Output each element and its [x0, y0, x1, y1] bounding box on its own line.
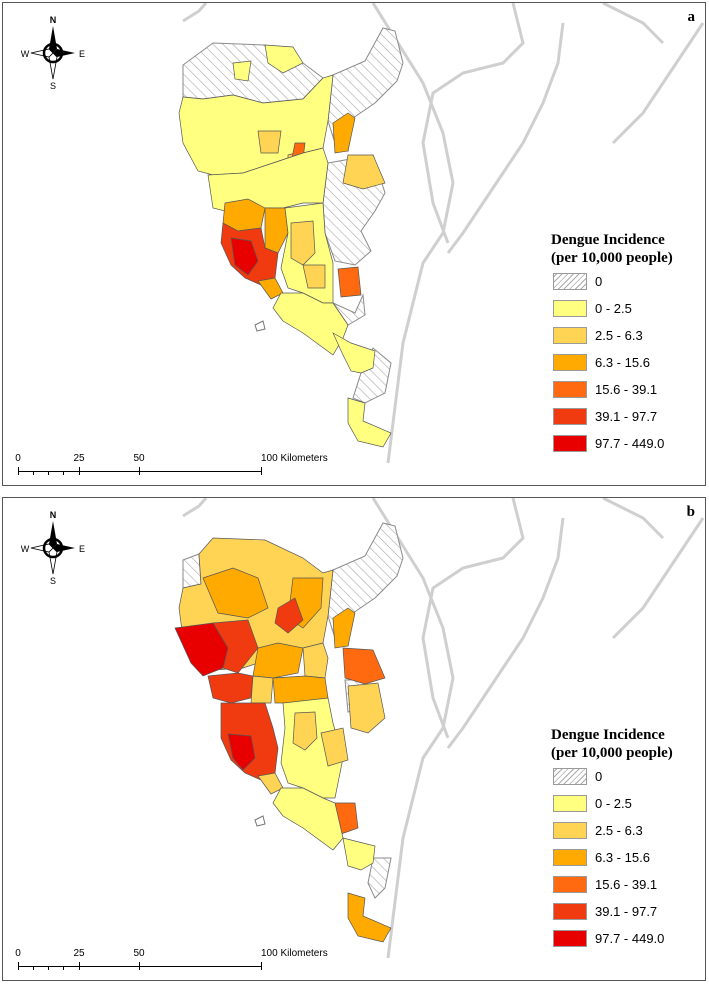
- scale-bar: 0 25 50 100 Kilometers: [13, 948, 343, 978]
- legend-swatch-hatch: [553, 768, 587, 785]
- legend-title-line2: (per 10,000 people): [551, 250, 673, 266]
- compass-n: N: [50, 15, 57, 25]
- zero-region-s: [367, 857, 392, 899]
- legend-swatch: [553, 354, 587, 371]
- compass-s: S: [50, 576, 56, 586]
- zero-region-w: [182, 553, 202, 589]
- legend-swatch: [553, 822, 587, 839]
- scale-label-0: 0: [15, 453, 21, 464]
- panel-label: a: [687, 9, 696, 25]
- legend-item: 15.6 - 39.1: [551, 873, 701, 897]
- legend-label: 0 - 2.5: [595, 796, 632, 811]
- legend-swatch: [553, 876, 587, 893]
- compass-n: N: [50, 510, 57, 520]
- legend-swatch: [553, 381, 587, 398]
- scale-label-100: 100 Kilometers: [261, 453, 328, 464]
- legend-swatch: [553, 930, 587, 947]
- neighbor-boundaries: [182, 498, 705, 959]
- compass-w: W: [21, 544, 30, 554]
- legend-swatch: [553, 327, 587, 344]
- legend-label: 6.3 - 15.6: [595, 850, 650, 865]
- legend-item: 97.7 - 449.0: [551, 927, 701, 951]
- scale-bar: 0 25 50 100 Kilometers: [13, 453, 343, 483]
- legend-swatch: [553, 849, 587, 866]
- north-arrow-icon: N S W E: [21, 15, 85, 91]
- legend-item: 2.5 - 6.3: [551, 324, 701, 348]
- scale-label-50: 50: [133, 453, 145, 464]
- legend-swatch-hatch: [553, 273, 587, 290]
- legend-item: 0: [551, 270, 701, 294]
- legend-label: 0: [595, 274, 603, 289]
- district-polygons-a: [178, 44, 392, 448]
- scale-label-100: 100 Kilometers: [261, 948, 328, 959]
- legend-label: 0 - 2.5: [595, 301, 632, 316]
- legend-swatch: [553, 435, 587, 452]
- legend-item: 0 - 2.5: [551, 792, 701, 816]
- legend-item: 0: [551, 765, 701, 789]
- legend-swatch: [553, 300, 587, 317]
- legend-label: 0: [595, 769, 603, 784]
- scale-label-0: 0: [15, 948, 21, 959]
- legend-item: 97.7 - 449.0: [551, 432, 701, 456]
- legend-label: 97.7 - 449.0: [595, 436, 665, 451]
- scale-label-25: 25: [73, 948, 85, 959]
- map-panel-a: a N S W E 0 25 50 100 Kilometers Dengue …: [2, 2, 706, 486]
- legend-item: 15.6 - 39.1: [551, 378, 701, 402]
- compass-e: E: [79, 49, 85, 59]
- legend-item: 0 - 2.5: [551, 297, 701, 321]
- compass-e: E: [79, 544, 85, 554]
- legend-item: 39.1 - 97.7: [551, 900, 701, 924]
- map-panel-b: b N S W E 0 25 50 100 Kilometers Dengue …: [2, 497, 706, 981]
- legend-item: 2.5 - 6.3: [551, 819, 701, 843]
- legend-title-line1: Dengue Incidence: [551, 727, 665, 743]
- legend-title: Dengue Incidence (per 10,000 people): [551, 726, 701, 762]
- legend-label: 39.1 - 97.7: [595, 904, 658, 919]
- compass-s: S: [50, 81, 56, 91]
- legend-item: 6.3 - 15.6: [551, 846, 701, 870]
- neighbor-boundaries: [182, 3, 705, 464]
- legend-label: 6.3 - 15.6: [595, 355, 650, 370]
- choropleth-map-a: [178, 3, 705, 464]
- legend-label: 15.6 - 39.1: [595, 382, 658, 397]
- compass-w: W: [21, 49, 30, 59]
- legend-label: 97.7 - 449.0: [595, 931, 665, 946]
- legend-item: 6.3 - 15.6: [551, 351, 701, 375]
- legend-label: 15.6 - 39.1: [595, 877, 658, 892]
- district-polygons-b: [174, 537, 392, 943]
- legend-swatch: [553, 408, 587, 425]
- panel-label: b: [686, 504, 695, 520]
- scale-label-50: 50: [133, 948, 145, 959]
- scale-label-25: 25: [73, 453, 85, 464]
- zero-region-nw: [182, 42, 324, 104]
- legend-item: 39.1 - 97.7: [551, 405, 701, 429]
- legend: Dengue Incidence (per 10,000 people) 0 0…: [551, 231, 701, 456]
- legend: Dengue Incidence (per 10,000 people) 0 0…: [551, 726, 701, 951]
- legend-swatch: [553, 795, 587, 812]
- legend-swatch: [553, 903, 587, 920]
- choropleth-map-b: [174, 498, 705, 959]
- north-arrow-icon: N S W E: [21, 510, 85, 586]
- legend-label: 2.5 - 6.3: [595, 823, 643, 838]
- legend-title-line1: Dengue Incidence: [551, 232, 665, 248]
- legend-title: Dengue Incidence (per 10,000 people): [551, 231, 701, 267]
- legend-label: 2.5 - 6.3: [595, 328, 643, 343]
- legend-title-line2: (per 10,000 people): [551, 745, 673, 761]
- legend-label: 39.1 - 97.7: [595, 409, 658, 424]
